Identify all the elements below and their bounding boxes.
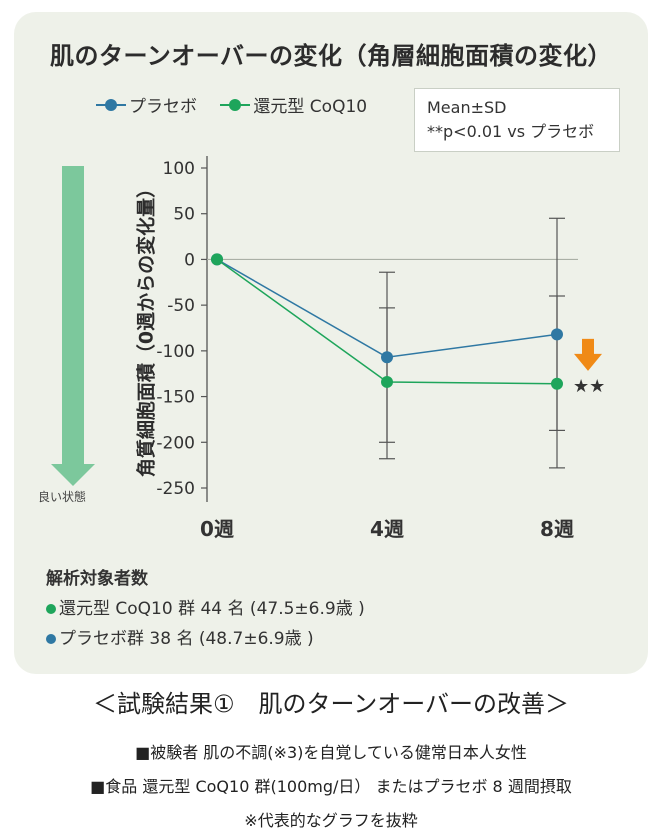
analysis-placebo-text: プラセボ群 38 名 (48.7±6.9歳 ) bbox=[59, 629, 314, 649]
y-tick-label: -150 bbox=[156, 388, 195, 408]
stats-pvalue: **p<0.01 vs プラセボ bbox=[427, 122, 595, 141]
legend-item-placebo: プラセボ bbox=[96, 92, 197, 117]
good-direction-arrow-head bbox=[51, 464, 95, 486]
legend-marker-coq10 bbox=[220, 98, 251, 111]
study-notes: ■被験者 肌の不調(※3)を自覚している健常日本人女性 ■食品 還元型 CoQ1… bbox=[0, 736, 662, 838]
note-subjects: ■被験者 肌の不調(※3)を自覚している健常日本人女性 bbox=[135, 743, 527, 762]
data-point-coq10 bbox=[551, 377, 563, 390]
data-point-coq10 bbox=[381, 375, 393, 388]
y-tick-label: 50 bbox=[173, 205, 195, 225]
down-arrow-shaft bbox=[582, 338, 594, 355]
analysis-subjects: 解析対象者数 還元型 CoQ10 群 44 名 (47.5±6.9歳 ) プラセ… bbox=[46, 564, 365, 654]
y-tick-label: -50 bbox=[167, 296, 195, 316]
good-direction-arrow-shaft bbox=[62, 166, 84, 466]
note-food: ■食品 還元型 CoQ10 群(100mg/日） またはプラセボ 8 週間摂取 bbox=[90, 777, 572, 796]
analysis-heading: 解析対象者数 bbox=[46, 569, 148, 589]
legend-label-coq10: 還元型 CoQ10 bbox=[253, 97, 368, 117]
y-tick-label: -250 bbox=[156, 479, 195, 499]
legend-label-placebo: プラセボ bbox=[129, 97, 197, 117]
note-excerpt: ※代表的なグラフを抜粋 bbox=[244, 811, 418, 830]
data-point-placebo bbox=[381, 351, 393, 364]
bullet-dot-green bbox=[46, 604, 56, 614]
legend-marker-placebo bbox=[96, 98, 126, 111]
analysis-coq10-text: 還元型 CoQ10 群 44 名 (47.5±6.9歳 ) bbox=[59, 599, 365, 619]
data-point-placebo bbox=[551, 328, 563, 341]
significance-marker: ★★ bbox=[573, 376, 605, 397]
x-tick-label: 8週 bbox=[540, 517, 574, 541]
analysis-row-coq10: 還元型 CoQ10 群 44 名 (47.5±6.9歳 ) bbox=[46, 594, 365, 624]
bullet-dot-blue bbox=[46, 634, 56, 644]
stats-mean-sd: Mean±SD bbox=[427, 98, 507, 117]
down-arrow-head bbox=[574, 353, 602, 371]
y-tick-label: 100 bbox=[163, 159, 195, 179]
analysis-row-placebo: プラセボ群 38 名 (48.7±6.9歳 ) bbox=[46, 624, 365, 654]
results-caption: ＜試験結果① 肌のターンオーバーの改善＞ bbox=[92, 690, 570, 718]
stats-box: Mean±SD **p<0.01 vs プラセボ bbox=[414, 88, 620, 152]
good-direction-label: 良い状態 bbox=[38, 490, 87, 504]
legend-item-coq10: 還元型 CoQ10 bbox=[220, 92, 367, 117]
y-tick-label: -100 bbox=[156, 342, 195, 362]
data-point-coq10 bbox=[211, 253, 223, 266]
x-tick-label: 0週 bbox=[200, 517, 234, 541]
legend: プラセボ 還元型 CoQ10 bbox=[96, 92, 385, 117]
chart-title: 肌のターンオーバーの変化（角層細胞面積の変化） bbox=[49, 42, 613, 70]
y-tick-label: 0 bbox=[184, 250, 195, 270]
y-tick-label: -200 bbox=[156, 433, 195, 453]
x-tick-label: 4週 bbox=[370, 517, 404, 541]
